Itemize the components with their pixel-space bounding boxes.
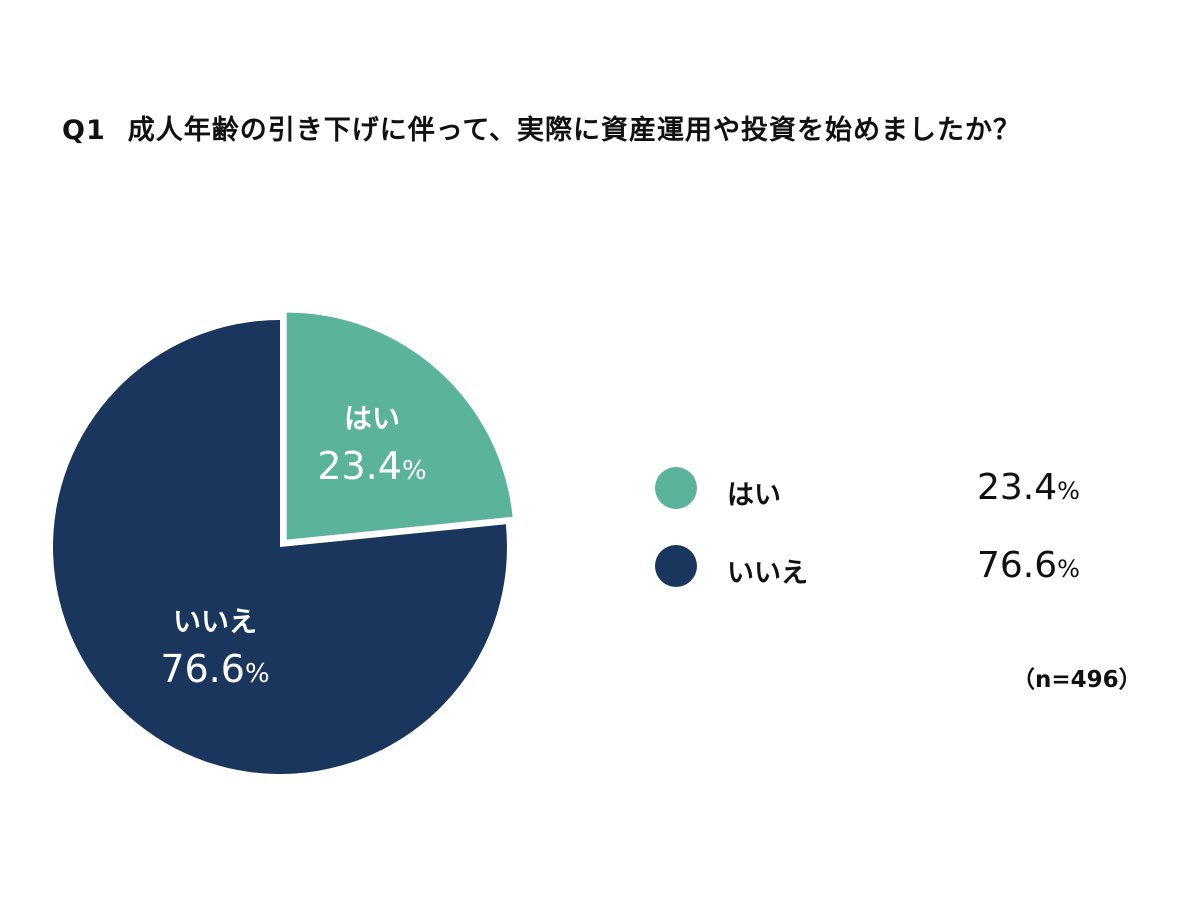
- pie-slice-yes: [286, 312, 513, 540]
- slice-label-yes-value: 23.4: [317, 444, 402, 488]
- slice-label-no-unit: %: [244, 659, 270, 689]
- pie-slice-no: [53, 320, 507, 774]
- legend-swatch-yes: [655, 467, 697, 509]
- legend-label-no: いいえ: [727, 558, 808, 589]
- question-text: 成人年齢の引き下げに伴って、実際に資産運用や投資を始めましたか？: [127, 115, 1022, 146]
- legend: はい 23.4% いいえ 76.6%: [655, 465, 1095, 621]
- legend-label-yes: はい: [727, 480, 781, 511]
- question-number: Q1: [62, 115, 106, 146]
- chart-title: Q1 成人年齢の引き下げに伴って、実際に資産運用や投資を始めましたか？: [62, 108, 1021, 147]
- legend-unit-yes: %: [1057, 477, 1080, 505]
- sample-size: （n=496）: [1012, 667, 1142, 693]
- legend-value-yes: 23.4: [977, 467, 1058, 508]
- slice-label-yes: はい 23.4%: [302, 402, 442, 488]
- slice-label-yes-name: はい: [343, 402, 400, 435]
- slice-label-no-name: いいえ: [172, 605, 257, 638]
- legend-item-no: いいえ 76.6%: [655, 543, 1095, 591]
- slice-label-no: いいえ 76.6%: [140, 605, 290, 691]
- legend-item-yes: はい 23.4%: [655, 465, 1095, 513]
- legend-value-no: 76.6: [977, 545, 1058, 586]
- legend-swatch-no: [655, 545, 697, 587]
- slice-label-no-value: 76.6: [160, 647, 245, 691]
- legend-unit-no: %: [1057, 555, 1080, 583]
- slice-label-yes-unit: %: [401, 456, 427, 486]
